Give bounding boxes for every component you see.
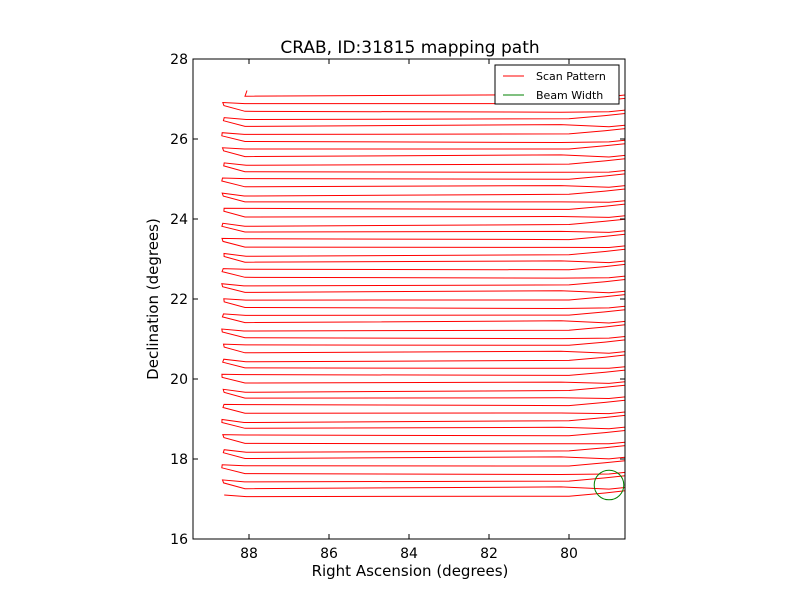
y-tick-label: 16 (170, 532, 188, 548)
y-tick-label: 26 (170, 132, 188, 148)
y-tick-label: 20 (170, 372, 188, 388)
x-tick-label: 88 (240, 546, 258, 562)
beam-width-series (593, 469, 625, 501)
y-tick-label: 22 (170, 292, 188, 308)
plot-frame (192, 58, 626, 540)
x-tick-label: 86 (320, 546, 338, 562)
beam-width-circle (593, 469, 625, 501)
y-tick-label: 24 (170, 212, 188, 228)
x-axis: 88 86 84 82 80 (240, 59, 578, 562)
scan-pattern-line (221, 90, 625, 498)
x-tick-label: 82 (480, 546, 498, 562)
x-tick-label: 80 (560, 546, 578, 562)
y-tick-label: 18 (170, 452, 188, 468)
chart-title: CRAB, ID:31815 mapping path (280, 38, 539, 58)
scan-pattern-series (221, 90, 625, 498)
x-tick-label: 84 (400, 546, 418, 562)
y-tick-label: 28 (170, 52, 188, 68)
legend-box (494, 64, 620, 105)
y-axis: 16 18 20 22 24 26 28 (170, 52, 625, 548)
legend-scan-label: Scan Pattern (536, 70, 606, 83)
y-axis-title: Declination (degrees) (144, 218, 162, 380)
legend-beam-label: Beam Width (536, 89, 603, 102)
legend: Scan Pattern Beam Width (494, 64, 620, 105)
x-axis-title: Right Ascension (degrees) (312, 562, 509, 580)
